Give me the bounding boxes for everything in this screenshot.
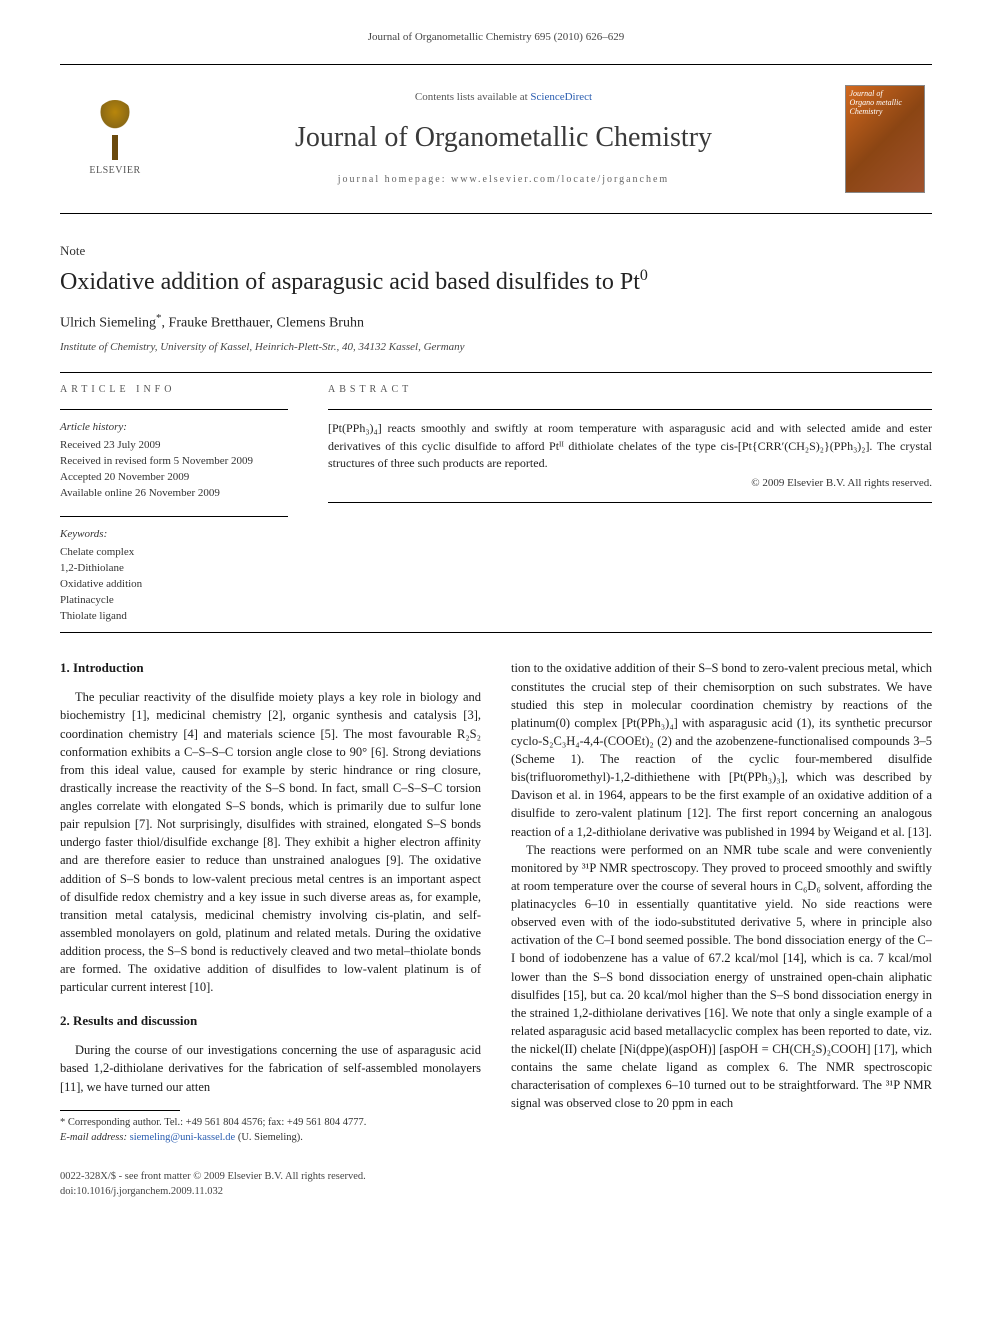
- homepage-url[interactable]: www.elsevier.com/locate/jorganchem: [451, 174, 669, 185]
- author-1: Ulrich Siemeling: [60, 315, 156, 330]
- article-info-heading: ARTICLE INFO: [60, 383, 288, 398]
- history-block: Article history: Received 23 July 2009 R…: [60, 420, 288, 502]
- sciencedirect-link[interactable]: ScienceDirect: [530, 91, 592, 103]
- title-text: Oxidative addition of asparagusic acid b…: [60, 269, 640, 295]
- history-label: Article history:: [60, 420, 288, 436]
- publisher-name: ELSEVIER: [89, 164, 140, 179]
- masthead-right: Journal of Organo metallic Chemistry: [837, 65, 932, 213]
- abstract-heading: ABSTRACT: [328, 383, 932, 398]
- divider: [60, 516, 288, 517]
- authors-rest: , Frauke Bretthauer, Clemens Bruhn: [162, 315, 364, 330]
- divider: [60, 632, 932, 633]
- body-columns: 1. Introduction The peculiar reactivity …: [60, 659, 932, 1145]
- authors: Ulrich Siemeling*, Frauke Bretthauer, Cl…: [60, 311, 932, 334]
- divider: [328, 409, 932, 410]
- section-2-heading: 2. Results and discussion: [60, 1012, 481, 1031]
- article-info-block: ARTICLE INFO Article history: Received 2…: [60, 383, 288, 625]
- keyword: Thiolate ligand: [60, 609, 288, 625]
- keyword: Chelate complex: [60, 545, 288, 561]
- footnote-block: * Corresponding author. Tel.: +49 561 80…: [60, 1110, 481, 1145]
- section-2-para-2: The reactions were performed on an NMR t…: [511, 841, 932, 1113]
- affiliation: Institute of Chemistry, University of Ka…: [60, 340, 932, 356]
- abstract-block: ABSTRACT [Pt(PPh₃)₄] reacts smoothly and…: [328, 383, 932, 625]
- title-superscript: 0: [640, 267, 648, 284]
- contents-line: Contents lists available at ScienceDirec…: [170, 90, 837, 106]
- divider: [60, 372, 932, 373]
- email-suffix: (U. Siemeling).: [235, 1132, 303, 1143]
- contents-prefix: Contents lists available at: [415, 91, 530, 103]
- email-label: E-mail address:: [60, 1132, 130, 1143]
- abstract-copyright: © 2009 Elsevier B.V. All rights reserved…: [328, 476, 932, 492]
- keyword: 1,2-Dithiolane: [60, 561, 288, 577]
- history-item: Received in revised form 5 November 2009: [60, 454, 288, 470]
- keyword: Oxidative addition: [60, 577, 288, 593]
- keywords-label: Keywords:: [60, 527, 288, 543]
- history-item: Received 23 July 2009: [60, 438, 288, 454]
- article-type: Note: [60, 242, 932, 261]
- footer-line-1: 0022-328X/$ - see front matter © 2009 El…: [60, 1169, 932, 1184]
- running-head: Journal of Organometallic Chemistry 695 …: [60, 30, 932, 46]
- elsevier-tree-icon: [90, 100, 140, 160]
- section-1-para-1: The peculiar reactivity of the disulfide…: [60, 688, 481, 996]
- footer-doi: doi:10.1016/j.jorganchem.2009.11.032: [60, 1184, 932, 1199]
- journal-name: Journal of Organometallic Chemistry: [170, 118, 837, 159]
- article-title: Oxidative addition of asparagusic acid b…: [60, 267, 932, 297]
- section-2-para-1b: tion to the oxidative addition of their …: [511, 659, 932, 840]
- corresponding-footnote: * Corresponding author. Tel.: +49 561 80…: [60, 1115, 481, 1130]
- history-item: Accepted 20 November 2009: [60, 470, 288, 486]
- page: Journal of Organometallic Chemistry 695 …: [0, 0, 992, 1240]
- divider: [60, 409, 288, 410]
- keywords-block: Keywords: Chelate complex 1,2-Dithiolane…: [60, 527, 288, 625]
- homepage-label: journal homepage:: [338, 174, 451, 185]
- divider: [328, 502, 932, 503]
- email-link[interactable]: siemeling@uni-kassel.de: [130, 1132, 236, 1143]
- journal-cover-thumb: Journal of Organo metallic Chemistry: [845, 85, 925, 193]
- publisher-logo-block: ELSEVIER: [60, 65, 170, 213]
- masthead: ELSEVIER Contents lists available at Sci…: [60, 64, 932, 214]
- keyword: Platinacycle: [60, 593, 288, 609]
- masthead-center: Contents lists available at ScienceDirec…: [170, 65, 837, 213]
- elsevier-logo: ELSEVIER: [89, 100, 140, 179]
- section-2-para-1a: During the course of our investigations …: [60, 1041, 481, 1095]
- footnote-separator: [60, 1110, 180, 1111]
- cover-text-3: Chemistry: [850, 108, 920, 117]
- meta-row: ARTICLE INFO Article history: Received 2…: [60, 383, 932, 625]
- section-1-heading: 1. Introduction: [60, 659, 481, 678]
- email-footnote: E-mail address: siemeling@uni-kassel.de …: [60, 1130, 481, 1145]
- homepage-line: journal homepage: www.elsevier.com/locat…: [170, 173, 837, 188]
- page-footer: 0022-328X/$ - see front matter © 2009 El…: [60, 1169, 932, 1199]
- abstract-text: [Pt(PPh₃)₄] reacts smoothly and swiftly …: [328, 420, 932, 472]
- history-item: Available online 26 November 2009: [60, 486, 288, 502]
